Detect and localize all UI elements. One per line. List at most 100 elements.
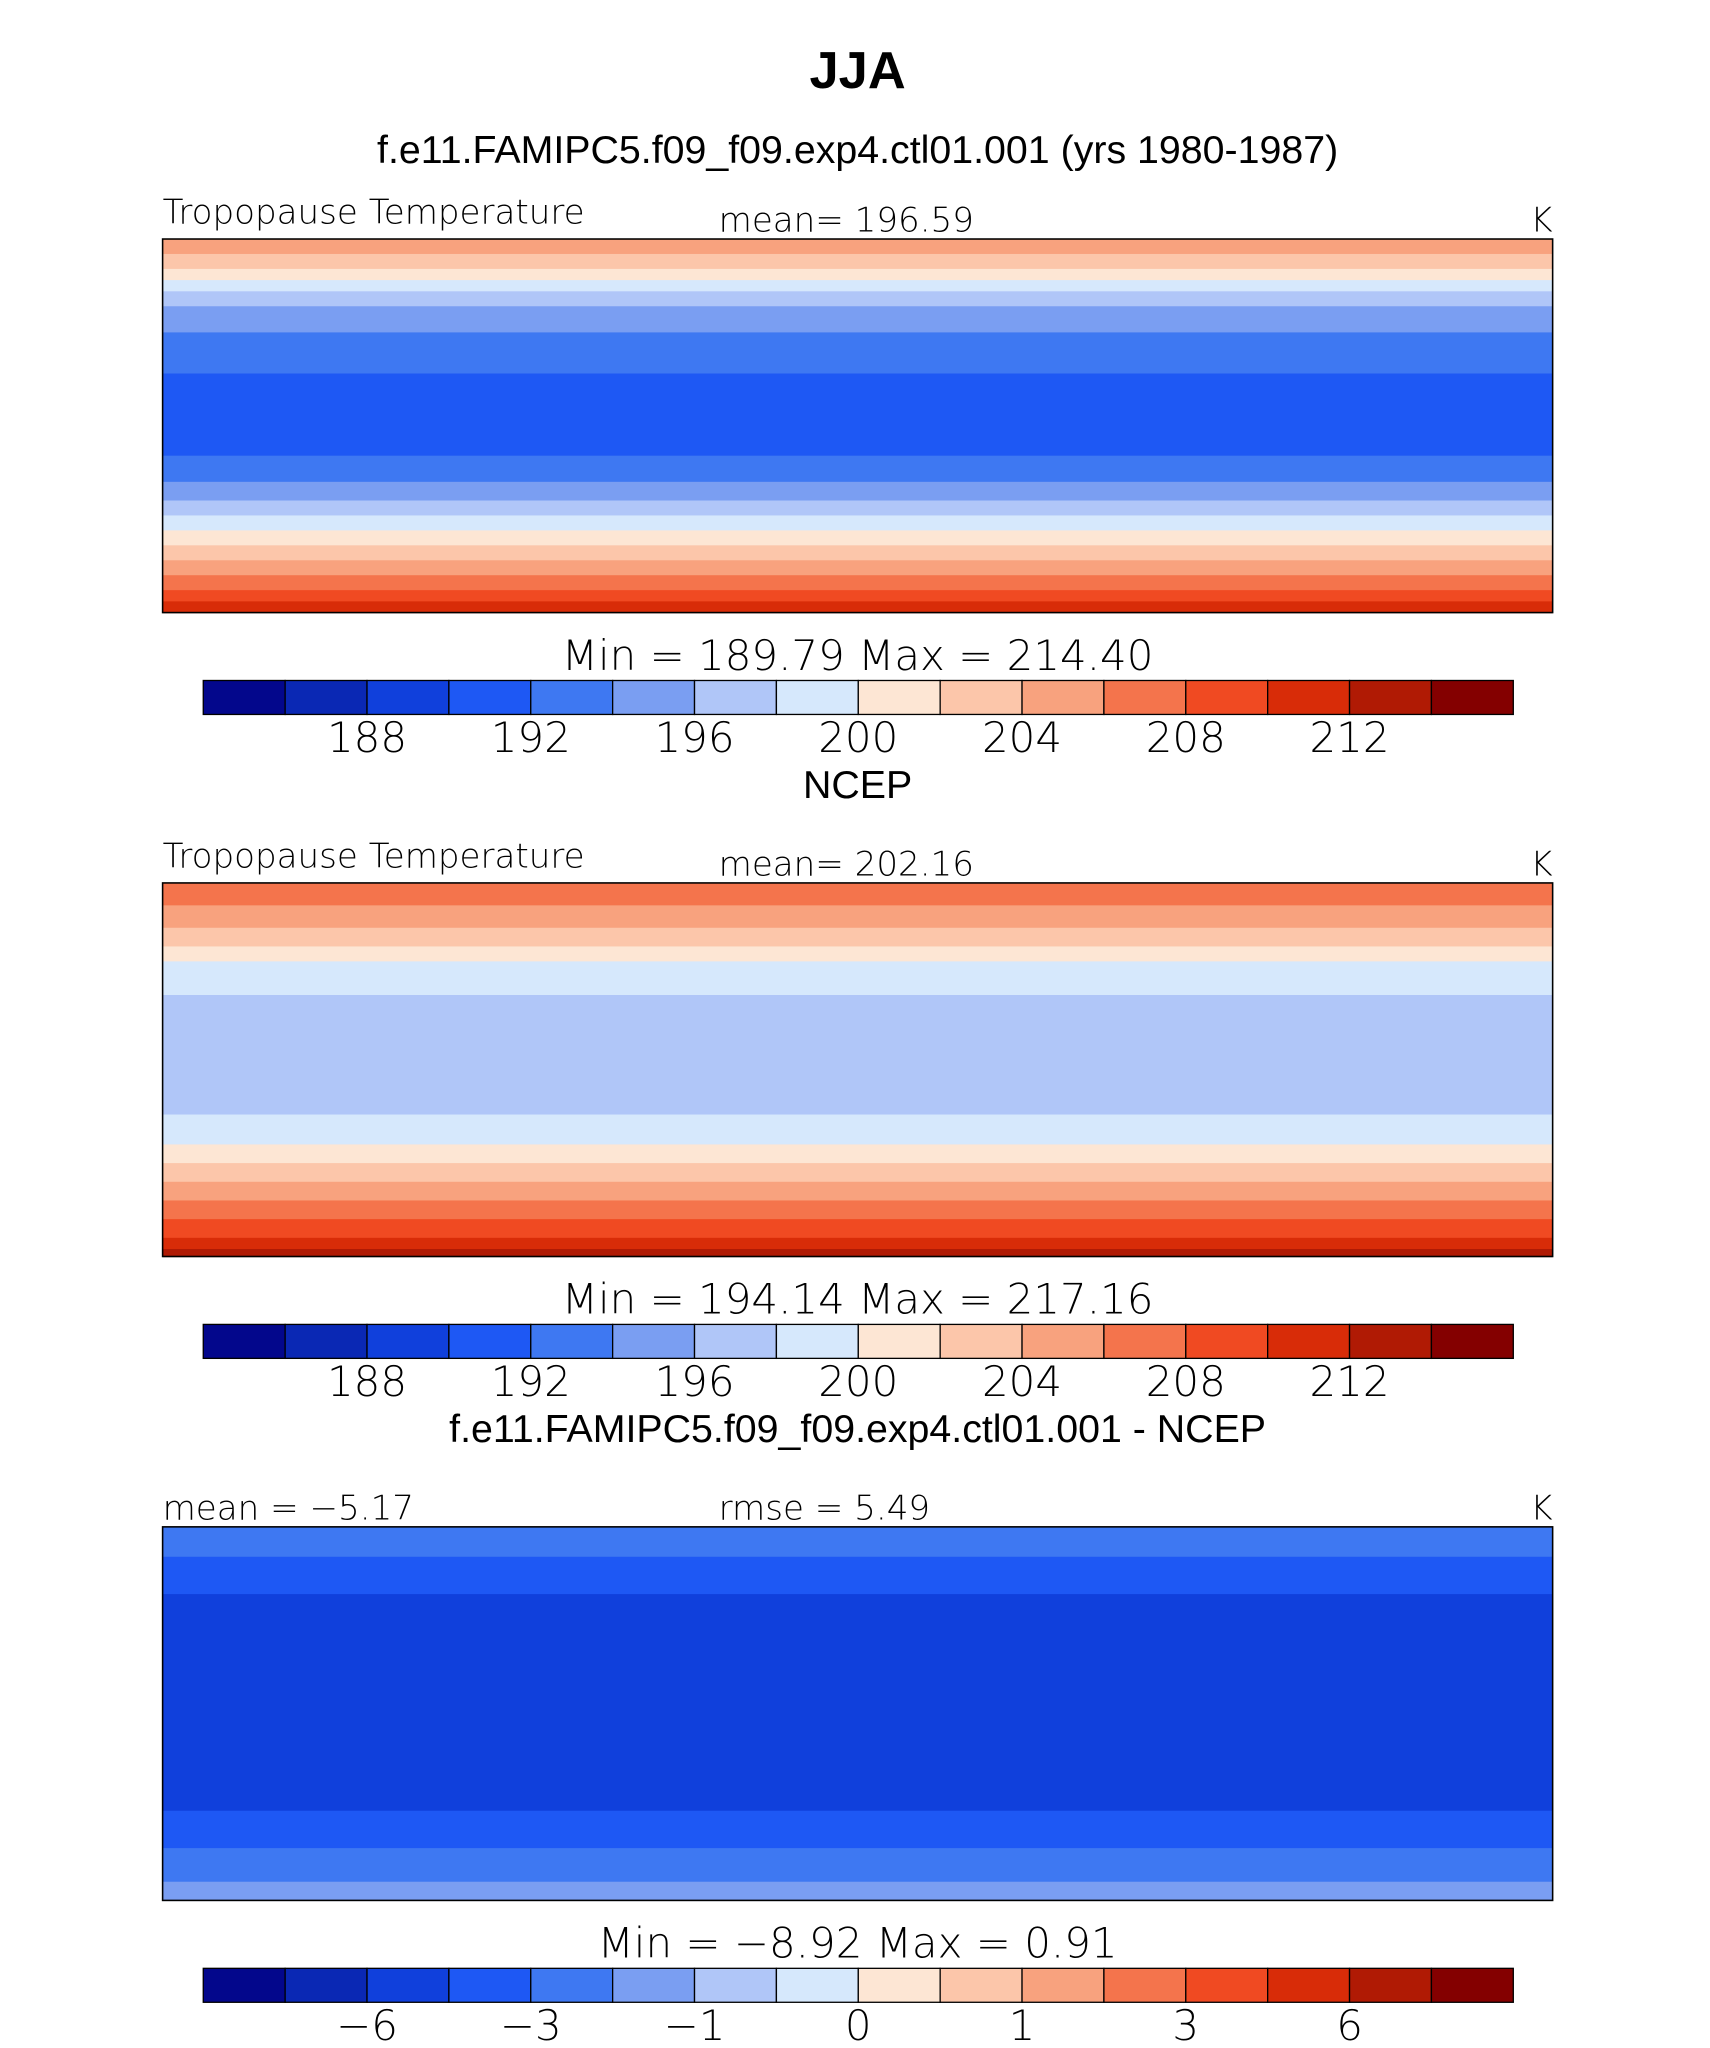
contour-band — [162, 306, 1553, 334]
colorbar-tick-label: 188 — [327, 1357, 407, 1406]
colorbar-box — [366, 679, 450, 716]
colorbar-box — [284, 679, 368, 716]
colorbar-box — [939, 679, 1023, 716]
minmax-label: Min = 194.14 Max = 217.16 — [562, 1275, 1154, 1324]
center-label: mean= 202.16 — [719, 845, 974, 885]
colorbar-box — [202, 1967, 286, 2003]
colorbar-box — [1103, 1323, 1187, 1360]
map-frame — [161, 882, 1554, 1258]
map-frame — [161, 238, 1554, 614]
contour-band — [162, 530, 1553, 546]
colorbar-box — [1185, 679, 1269, 716]
colorbar-box — [693, 1323, 778, 1360]
minmax-label: Min = −8.92 Max = 0.91 — [598, 1919, 1118, 1968]
colorbar-tick-label: −6 — [336, 2001, 398, 2048]
colorbar-box — [530, 1323, 614, 1360]
contour-band — [162, 500, 1553, 517]
figure-title: JJA — [810, 42, 906, 100]
contour-band — [162, 1526, 1553, 1558]
colorbar-box — [1348, 1967, 1433, 2003]
colorbar-box — [284, 1967, 368, 2003]
colorbar-tick-label: 204 — [982, 1357, 1062, 1406]
colorbar-box — [1267, 679, 1351, 716]
colorbar-tick-label: −1 — [664, 2001, 726, 2048]
colorbar-box — [611, 1967, 696, 2003]
colorbar-box — [1185, 1967, 1269, 2003]
contour-band — [162, 291, 1553, 307]
colorbar-tick-label: 196 — [654, 1357, 734, 1406]
colorbar-tick-label: 200 — [818, 713, 898, 762]
colorbar-box — [1021, 1967, 1105, 2003]
contour-band — [162, 239, 1553, 255]
colorbar-box — [366, 1967, 450, 2003]
colorbar-box — [939, 1967, 1023, 2003]
contour-band — [162, 560, 1553, 576]
contour-band — [162, 1219, 1553, 1239]
colorbar-box — [284, 1323, 368, 1360]
colorbar-box — [857, 679, 941, 716]
map — [162, 1526, 1553, 1902]
contour-band — [162, 332, 1553, 375]
contour-band — [162, 1881, 1553, 1902]
contour-band — [162, 1144, 1553, 1164]
contour-band — [162, 481, 1553, 502]
contour-band — [162, 961, 1553, 996]
colorbar-box — [448, 1967, 532, 2003]
contour-band — [162, 1114, 1553, 1146]
colorbar-tick-label: 3 — [1172, 2001, 1199, 2048]
contour-band — [162, 515, 1553, 532]
contour-band — [162, 1181, 1553, 1202]
contour-band — [162, 545, 1553, 561]
colorbar-box — [1021, 679, 1105, 716]
colorbar-box — [1348, 1323, 1433, 1360]
colorbar-box — [611, 679, 696, 716]
colorbar-tick-label: 200 — [818, 1357, 898, 1406]
colorbar-tick-label: 1 — [1009, 2001, 1036, 2048]
colorbar-tick-label: 192 — [491, 713, 571, 762]
panel-title: NCEP — [803, 763, 912, 807]
colorbar-box — [448, 1323, 532, 1360]
colorbar-box — [611, 1323, 696, 1360]
contour-band — [162, 1163, 1553, 1183]
map-frame — [161, 1526, 1554, 1902]
units-label: K — [1530, 845, 1552, 885]
colorbar-tick-label: 212 — [1310, 713, 1390, 762]
colorbar-tick-label: −3 — [500, 2001, 562, 2048]
colorbar-box — [693, 1967, 778, 2003]
panel-title: f.e11.FAMIPC5.f09_f09.exp4.ctl01.001 - N… — [449, 1407, 1266, 1451]
contour-band — [162, 995, 1553, 1116]
colorbar-tick-label: 212 — [1310, 1357, 1390, 1406]
left-label: mean = −5.17 — [163, 1488, 414, 1528]
colorbar-box — [1348, 679, 1433, 716]
contour-band — [162, 1237, 1553, 1250]
left-label: Tropopause Temperature — [163, 193, 585, 233]
colorbar-box — [1430, 1967, 1514, 2003]
colorbar-box — [775, 1323, 859, 1360]
contour-band — [162, 1556, 1553, 1595]
contour-band — [162, 882, 1553, 907]
contour-band — [162, 1810, 1553, 1849]
colorbar-tick-label: 0 — [845, 2001, 872, 2048]
colorbar-box — [1267, 1967, 1351, 2003]
contour-band — [162, 946, 1553, 963]
colorbar-box — [1185, 1323, 1269, 1360]
colorbar-tick-label: 196 — [654, 713, 734, 762]
minmax-label: Min = 189.79 Max = 214.40 — [562, 631, 1154, 680]
center-label: rmse = 5.49 — [719, 1488, 930, 1528]
units-label: K — [1530, 201, 1552, 241]
colorbar-tick-label: 188 — [327, 713, 407, 762]
contour-band — [162, 280, 1553, 292]
colorbar-box — [1103, 679, 1187, 716]
colorbar-box — [530, 1967, 614, 2003]
contour-band — [162, 373, 1553, 457]
colorbar-box — [1430, 1323, 1514, 1360]
colorbar-box — [857, 1323, 941, 1360]
contour-band — [162, 601, 1553, 614]
contour-band — [162, 1848, 1553, 1883]
colorbar-tick-label: 6 — [1336, 2001, 1363, 2048]
panel-title: f.e11.FAMIPC5.f09_f09.exp4.ctl01.001 (yr… — [377, 128, 1338, 172]
contour-band — [162, 575, 1553, 591]
colorbar-box — [1267, 1323, 1351, 1360]
